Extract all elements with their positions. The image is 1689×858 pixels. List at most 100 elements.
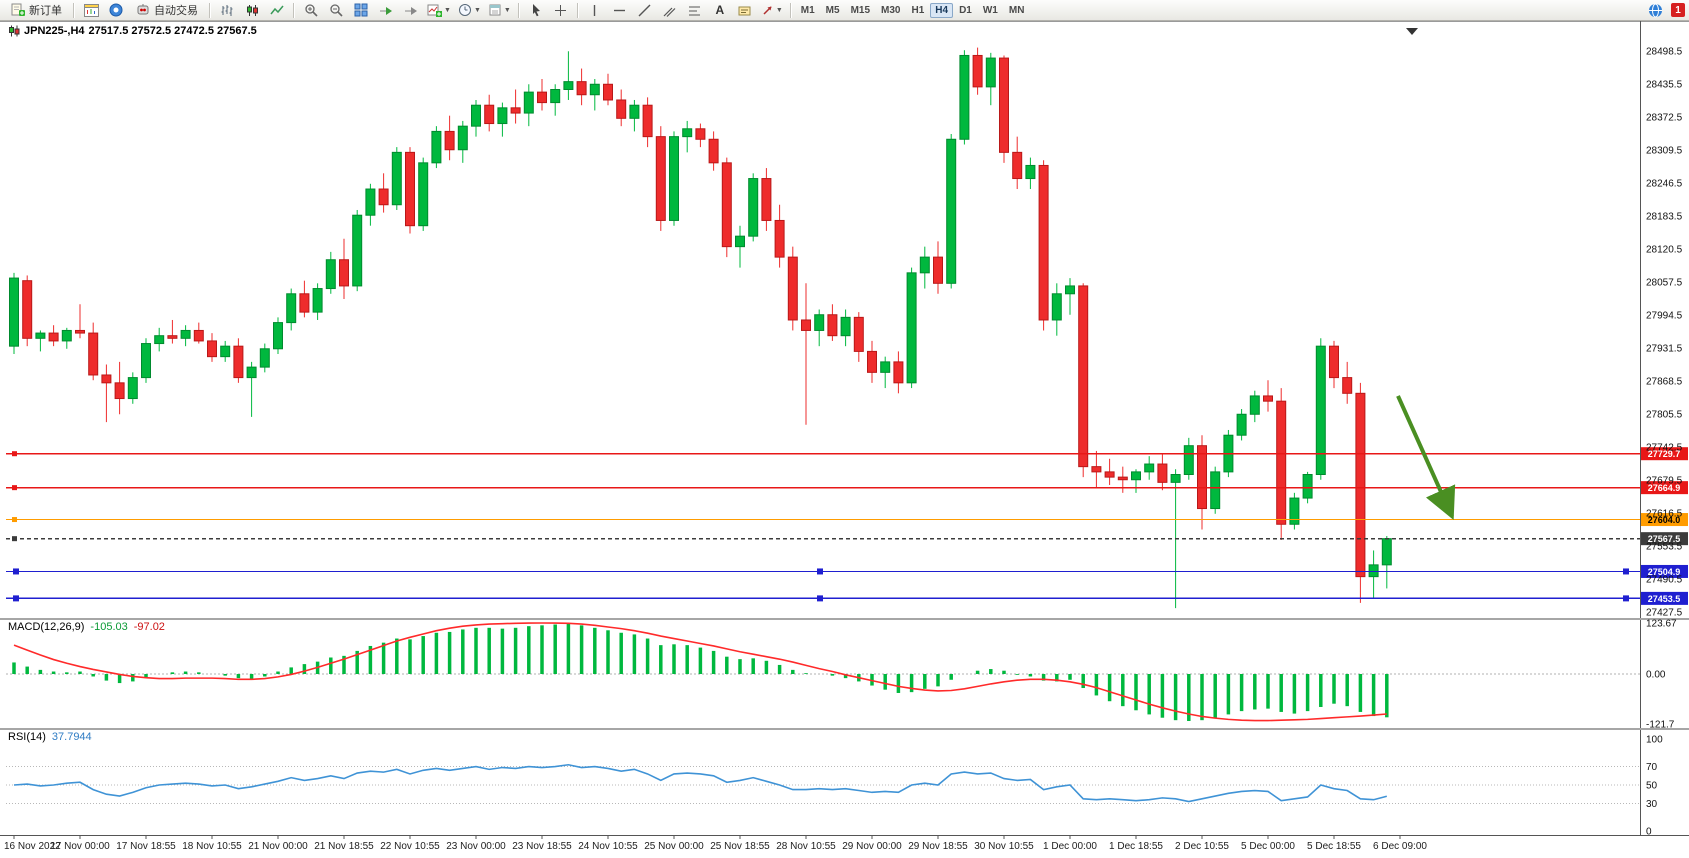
horizontal-line-27604.0[interactable] [6,517,1640,523]
separator [293,2,295,18]
horizontal-line-27567.5[interactable] [6,536,1640,542]
line-handle[interactable] [13,568,19,575]
line-handle[interactable] [12,517,17,523]
timeframe-button-mn[interactable]: MN [1008,4,1025,16]
candle [1342,361,1353,404]
timeframe-button-w1[interactable]: W1 [982,4,998,16]
horizontal-line-27664.9[interactable] [6,485,1640,491]
line-handle[interactable] [817,568,823,575]
profiles-button[interactable] [104,0,128,20]
community-button[interactable] [1643,0,1667,20]
rsi-axis-label: 30 [1646,799,1658,810]
horizontal-line-27729.7[interactable] [6,451,1640,457]
splitter-macd-rsi[interactable] [0,728,1689,730]
price-tag [1641,564,1688,578]
candle [576,68,587,106]
timeframe-button-d1[interactable]: D1 [959,4,972,16]
horizontal-line-27504.9[interactable] [6,568,1640,575]
notification-badge[interactable]: 1 [1671,3,1685,17]
auto-scroll-button[interactable] [374,0,398,20]
templates-button[interactable]: ▼ [485,0,514,20]
autotrading-icon [137,4,149,15]
candle [695,123,706,148]
trend-arrow[interactable] [1396,395,1456,521]
candle [1091,450,1102,488]
line-handle[interactable] [12,451,17,457]
timeframe-button-m1[interactable]: M1 [800,4,815,16]
zoom-in-icon [305,4,318,17]
candle [193,322,204,344]
vertical-line-tool-button[interactable] [583,0,607,20]
candle [1038,160,1049,331]
candle [1368,550,1379,598]
zoom-out-button[interactable] [324,0,348,20]
line-handle[interactable] [1623,568,1629,575]
timeframe-button-m30[interactable]: M30 [881,4,901,16]
channel-tool-button[interactable] [658,0,682,20]
candle [1065,278,1075,315]
candle [259,343,270,373]
candle [1183,437,1194,480]
line-handle[interactable] [13,595,19,602]
candle [233,338,244,383]
periods-button[interactable]: ▼ [455,0,484,20]
candle [1276,388,1287,540]
price-axis-label: 27490.5 [1646,575,1683,586]
price-tag-label: 27664.9 [1648,483,1681,493]
candle [972,47,983,95]
candle [721,157,732,258]
splitter-main-macd[interactable] [0,618,1689,620]
horizontal-line-tool-button[interactable] [608,0,632,20]
candlestick-chart-button[interactable] [240,0,264,20]
time-axis-label: 29 Nov 00:00 [842,841,902,852]
tile-windows-button[interactable] [349,0,373,20]
cursor-button[interactable] [524,0,548,20]
one-click-trading-collapse-icon[interactable] [1406,28,1418,35]
line-chart-button[interactable] [265,0,289,20]
candle [35,330,46,352]
arrows-tool-button[interactable]: ▼ [758,0,786,20]
text-tool-button[interactable]: A [708,0,732,20]
chart-shift-button[interactable] [399,0,423,20]
ohlc-label: 27517.5 27572.5 27472.5 27567.5 [88,25,257,37]
text-label-tool-button[interactable] [733,0,757,20]
candle [1012,136,1023,190]
cursor-icon [532,4,540,17]
channel-icon [663,7,676,17]
rsi-axis-label: 100 [1646,735,1663,746]
horizontal-line-27453.5[interactable] [6,595,1640,602]
line-handle[interactable] [817,595,823,602]
timeframe-button-m15[interactable]: M15 [850,4,871,16]
candle [9,272,19,355]
new-order-button[interactable]: 新订单 [4,0,69,20]
price-axis-label: 27742.5 [1646,443,1683,454]
candle [853,312,864,362]
time-axis-label: 22 Nov 10:55 [380,841,440,852]
timeframe-button-h1[interactable]: H1 [911,4,925,16]
candle [88,322,99,381]
trendline-tool-button[interactable] [633,0,657,20]
candle [1117,466,1128,493]
line-handle[interactable] [12,536,17,542]
fibonacci-tool-button[interactable] [683,0,707,20]
zoom-in-button[interactable] [299,0,323,20]
candle [1289,492,1300,530]
line-handle[interactable] [1623,595,1629,602]
price-tag-label: 27604.0 [1648,515,1681,525]
candle [589,79,600,111]
time-axis-label: 21 Nov 18:55 [314,841,374,852]
bar-chart-button[interactable] [215,0,239,20]
autotrading-button[interactable]: 自动交易 [129,0,205,20]
candle [497,102,508,137]
macd-axis-label: 123.67 [1646,619,1677,630]
indicators-button[interactable]: ▼ [424,0,454,20]
line-handle[interactable] [12,485,17,491]
candle [22,275,33,347]
macd-name: MACD(12,26,9) [8,621,85,633]
macd-axis-label: -121.7 [1646,720,1675,731]
timeframe-button-h4[interactable]: H4 [930,2,954,18]
crosshair-button[interactable] [549,0,573,20]
charts-window-button[interactable] [79,0,103,20]
timeframe-button-m5[interactable]: M5 [825,4,840,16]
